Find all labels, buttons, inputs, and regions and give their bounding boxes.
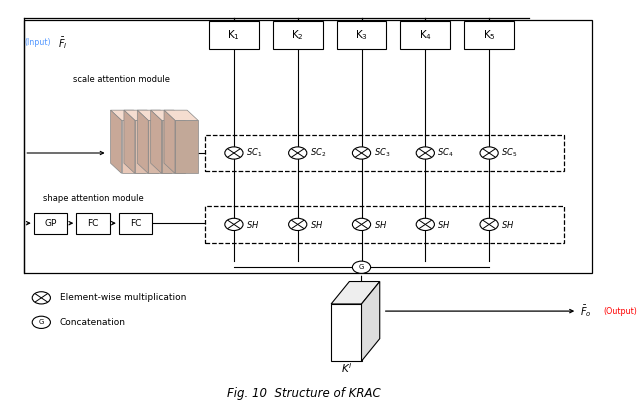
Polygon shape [110, 110, 145, 120]
Text: K$_4$: K$_4$ [419, 28, 432, 42]
Text: $SC_1$: $SC_1$ [246, 147, 262, 159]
Polygon shape [331, 282, 380, 304]
Circle shape [480, 147, 498, 159]
FancyBboxPatch shape [337, 21, 387, 49]
Circle shape [352, 218, 371, 231]
Text: Element-wise multiplication: Element-wise multiplication [59, 293, 186, 302]
Polygon shape [151, 110, 161, 173]
Text: $SC_3$: $SC_3$ [374, 147, 390, 159]
Text: $\bar{F}_o$: $\bar{F}_o$ [580, 303, 592, 319]
FancyBboxPatch shape [119, 213, 152, 234]
Text: $SH$: $SH$ [438, 219, 451, 230]
Circle shape [288, 218, 307, 231]
Text: $SC_2$: $SC_2$ [310, 147, 326, 159]
Text: $SH$: $SH$ [501, 219, 515, 230]
Text: K$_1$: K$_1$ [228, 28, 241, 42]
FancyBboxPatch shape [77, 213, 110, 234]
Polygon shape [137, 110, 148, 173]
Text: $SC_4$: $SC_4$ [438, 147, 454, 159]
Text: $K^l$: $K^l$ [341, 361, 352, 375]
Polygon shape [110, 110, 121, 173]
Text: FC: FC [130, 219, 141, 228]
Text: K$_2$: K$_2$ [292, 28, 304, 42]
Polygon shape [164, 110, 175, 173]
Text: Fig. 10  Structure of KRAC: Fig. 10 Structure of KRAC [227, 387, 381, 400]
FancyBboxPatch shape [34, 213, 67, 234]
Text: $\bar{F}_I$: $\bar{F}_I$ [57, 35, 67, 51]
Text: scale attention module: scale attention module [73, 75, 170, 84]
Polygon shape [137, 110, 172, 120]
Text: G: G [39, 319, 44, 325]
Polygon shape [121, 120, 145, 173]
Text: K$_5$: K$_5$ [483, 28, 496, 42]
Text: (Output): (Output) [604, 306, 637, 316]
Circle shape [32, 292, 50, 304]
Circle shape [288, 147, 307, 159]
Polygon shape [362, 282, 380, 361]
FancyBboxPatch shape [209, 21, 259, 49]
Circle shape [225, 218, 243, 231]
Circle shape [416, 147, 434, 159]
Polygon shape [164, 110, 198, 120]
Text: $SH$: $SH$ [374, 219, 387, 230]
Circle shape [225, 147, 243, 159]
Text: $SH$: $SH$ [246, 219, 260, 230]
Polygon shape [161, 120, 185, 173]
Text: K$_3$: K$_3$ [355, 28, 368, 42]
Text: shape attention module: shape attention module [43, 194, 144, 203]
Polygon shape [124, 110, 158, 120]
Text: FC: FC [87, 219, 99, 228]
FancyBboxPatch shape [273, 21, 323, 49]
FancyBboxPatch shape [401, 21, 450, 49]
Circle shape [352, 261, 371, 273]
Text: Concatenation: Concatenation [59, 318, 126, 327]
FancyBboxPatch shape [464, 21, 514, 49]
Polygon shape [148, 120, 172, 173]
Polygon shape [175, 120, 198, 173]
Circle shape [32, 316, 50, 328]
Polygon shape [151, 110, 185, 120]
Text: G: G [359, 264, 364, 270]
Text: (Input): (Input) [24, 38, 51, 47]
Text: $SH$: $SH$ [310, 219, 323, 230]
Circle shape [352, 147, 371, 159]
Polygon shape [135, 120, 158, 173]
Text: $SC_5$: $SC_5$ [501, 147, 517, 159]
Circle shape [416, 218, 434, 231]
Polygon shape [124, 110, 135, 173]
Circle shape [480, 218, 498, 231]
Polygon shape [331, 304, 362, 361]
Text: GP: GP [44, 219, 57, 228]
